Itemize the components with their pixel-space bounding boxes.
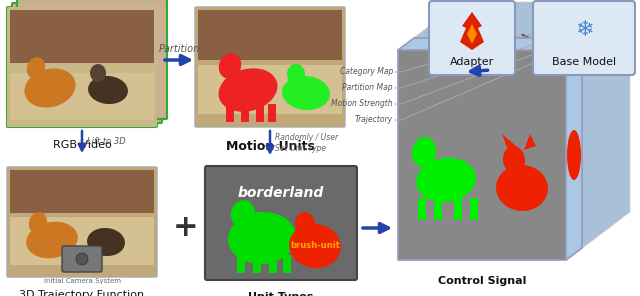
Text: Control Signal: Control Signal: [438, 276, 526, 286]
Text: ❄: ❄: [575, 20, 593, 40]
Bar: [226, 104, 234, 122]
FancyBboxPatch shape: [7, 7, 157, 127]
Polygon shape: [566, 26, 598, 260]
Ellipse shape: [295, 212, 315, 236]
Bar: [253, 255, 261, 273]
Ellipse shape: [76, 253, 88, 265]
Polygon shape: [566, 14, 614, 260]
Text: Motion Strength: Motion Strength: [332, 99, 393, 109]
Text: Base Model: Base Model: [552, 57, 616, 67]
Ellipse shape: [228, 212, 296, 264]
Text: Adapter: Adapter: [450, 57, 494, 67]
Ellipse shape: [496, 165, 548, 211]
Bar: [434, 198, 442, 220]
Ellipse shape: [218, 68, 278, 112]
Polygon shape: [398, 38, 582, 50]
Ellipse shape: [29, 212, 47, 234]
Text: brush-unit: brush-unit: [290, 242, 340, 250]
FancyBboxPatch shape: [7, 7, 157, 127]
Polygon shape: [398, 38, 582, 50]
Bar: [10, 73, 154, 120]
Polygon shape: [566, 38, 582, 260]
Ellipse shape: [87, 228, 125, 256]
Polygon shape: [398, 26, 598, 50]
Polygon shape: [566, 38, 582, 260]
Polygon shape: [398, 14, 614, 50]
FancyBboxPatch shape: [429, 1, 515, 75]
Ellipse shape: [416, 158, 476, 202]
FancyBboxPatch shape: [533, 1, 635, 75]
FancyBboxPatch shape: [62, 246, 102, 272]
Bar: [470, 198, 478, 220]
Bar: [237, 255, 245, 273]
FancyBboxPatch shape: [17, 0, 167, 119]
Bar: [268, 104, 276, 122]
Polygon shape: [566, 2, 630, 260]
Ellipse shape: [88, 76, 128, 104]
Text: Unit Types: Unit Types: [248, 292, 314, 296]
Ellipse shape: [567, 130, 581, 180]
Bar: [10, 170, 154, 213]
Text: borderland: borderland: [238, 186, 324, 200]
Text: Category Map: Category Map: [340, 67, 393, 76]
Ellipse shape: [503, 146, 525, 174]
Bar: [418, 198, 426, 220]
Text: Lift to 3D: Lift to 3D: [87, 138, 125, 147]
Bar: [10, 10, 154, 63]
Text: 3D Trajectory Function: 3D Trajectory Function: [19, 290, 145, 296]
Ellipse shape: [90, 64, 106, 82]
Polygon shape: [467, 24, 477, 44]
Text: Initial Camera System: Initial Camera System: [44, 278, 120, 284]
Ellipse shape: [24, 68, 76, 107]
Bar: [241, 104, 249, 122]
FancyBboxPatch shape: [195, 7, 345, 127]
Text: Trajectory: Trajectory: [355, 115, 393, 125]
Polygon shape: [398, 2, 630, 50]
Bar: [283, 255, 291, 273]
Ellipse shape: [412, 137, 436, 167]
Ellipse shape: [289, 224, 341, 268]
Ellipse shape: [231, 200, 255, 228]
Polygon shape: [398, 50, 566, 260]
Polygon shape: [524, 134, 536, 150]
Bar: [10, 217, 154, 265]
Text: RGB Video: RGB Video: [52, 140, 111, 150]
Polygon shape: [460, 12, 484, 50]
Text: Motion Units: Motion Units: [225, 140, 314, 153]
Bar: [256, 104, 264, 122]
Bar: [198, 10, 342, 59]
Ellipse shape: [287, 64, 305, 84]
FancyBboxPatch shape: [12, 3, 162, 123]
Bar: [454, 198, 462, 220]
Text: drag-unit: drag-unit: [238, 231, 286, 240]
Ellipse shape: [219, 53, 241, 79]
Bar: [198, 65, 342, 114]
Text: Partition: Partition: [158, 44, 200, 54]
Text: Partition Map: Partition Map: [342, 83, 393, 92]
FancyBboxPatch shape: [7, 167, 157, 277]
Ellipse shape: [26, 222, 78, 258]
Bar: [269, 255, 277, 273]
Polygon shape: [502, 134, 516, 150]
FancyBboxPatch shape: [205, 166, 357, 280]
Ellipse shape: [27, 57, 45, 79]
Text: Randomly / User
Set Unit Type: Randomly / User Set Unit Type: [275, 133, 338, 153]
Text: +: +: [173, 213, 199, 242]
Ellipse shape: [282, 76, 330, 110]
